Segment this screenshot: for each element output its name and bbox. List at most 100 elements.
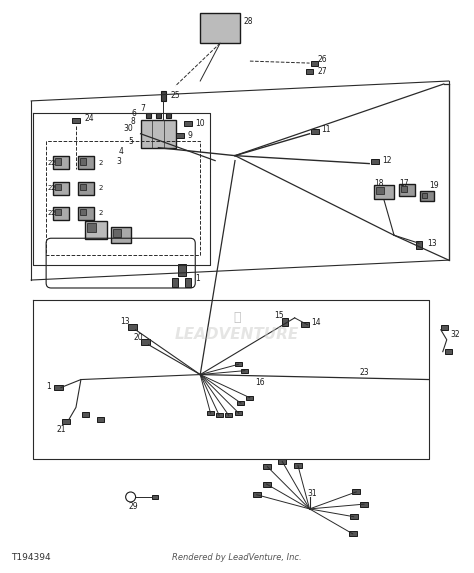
Text: 13: 13: [121, 317, 130, 327]
Bar: [80, 209, 86, 215]
Bar: [54, 384, 63, 390]
Bar: [146, 113, 151, 118]
Bar: [72, 118, 80, 123]
Text: 27: 27: [318, 66, 327, 76]
Text: 1: 1: [195, 273, 200, 282]
Bar: [78, 156, 94, 169]
Bar: [352, 489, 360, 494]
Bar: [306, 69, 313, 73]
Text: 26: 26: [318, 54, 327, 64]
Bar: [216, 413, 223, 417]
Text: 3: 3: [117, 157, 122, 166]
Bar: [184, 121, 192, 126]
Bar: [78, 207, 94, 220]
Bar: [166, 113, 171, 118]
Bar: [87, 223, 96, 232]
Bar: [374, 186, 394, 199]
Bar: [185, 277, 191, 286]
Bar: [241, 368, 248, 372]
Text: 21: 21: [56, 425, 65, 434]
Text: 12: 12: [382, 156, 392, 165]
Bar: [55, 158, 62, 164]
Bar: [236, 411, 242, 415]
Text: 22: 22: [47, 186, 56, 191]
Text: 20: 20: [134, 333, 143, 342]
Text: 17: 17: [399, 179, 409, 188]
Bar: [153, 495, 158, 499]
Bar: [156, 113, 161, 118]
Text: 1: 1: [46, 382, 51, 391]
Bar: [200, 13, 240, 43]
Bar: [422, 194, 428, 198]
Bar: [420, 191, 434, 202]
Text: 11: 11: [321, 125, 331, 134]
Text: 24: 24: [85, 115, 94, 123]
Bar: [401, 186, 407, 193]
Bar: [80, 158, 86, 164]
Bar: [53, 182, 69, 195]
Bar: [111, 227, 131, 243]
Text: LEADVENTURE: LEADVENTURE: [175, 327, 299, 342]
Bar: [62, 419, 70, 424]
Bar: [237, 401, 245, 405]
Text: 30: 30: [124, 124, 133, 134]
Bar: [263, 481, 271, 486]
Text: 22: 22: [47, 210, 56, 217]
Text: 2: 2: [99, 210, 103, 217]
Text: 19: 19: [429, 181, 438, 190]
Text: 15: 15: [274, 311, 283, 320]
Bar: [53, 207, 69, 220]
Text: Rendered by LeadVenture, Inc.: Rendered by LeadVenture, Inc.: [172, 553, 302, 562]
Text: 6: 6: [132, 109, 137, 119]
Bar: [246, 396, 253, 400]
Text: 🔥: 🔥: [233, 311, 241, 324]
Text: 31: 31: [308, 489, 317, 499]
Text: 14: 14: [311, 319, 321, 327]
Bar: [207, 411, 214, 415]
Bar: [176, 134, 184, 138]
Bar: [113, 229, 121, 237]
Bar: [349, 531, 356, 536]
Bar: [80, 184, 86, 190]
Text: 5: 5: [128, 137, 134, 146]
Bar: [441, 325, 448, 330]
Bar: [55, 209, 62, 215]
Bar: [97, 417, 104, 422]
Text: 18: 18: [374, 179, 383, 188]
Bar: [445, 349, 452, 354]
Bar: [350, 514, 357, 519]
Text: 8: 8: [131, 117, 136, 126]
Text: 25: 25: [170, 92, 180, 100]
Text: 9: 9: [187, 131, 192, 140]
Bar: [294, 463, 302, 468]
Text: 13: 13: [427, 239, 437, 248]
Text: 10: 10: [195, 119, 205, 128]
Bar: [371, 159, 379, 164]
Bar: [278, 459, 286, 464]
Text: 7: 7: [141, 104, 146, 113]
Bar: [173, 277, 178, 286]
Bar: [282, 318, 288, 326]
Bar: [82, 412, 90, 417]
Bar: [85, 221, 107, 240]
Bar: [301, 323, 309, 327]
Bar: [253, 492, 261, 497]
Bar: [128, 324, 137, 330]
Bar: [264, 464, 272, 469]
Bar: [161, 91, 166, 101]
Bar: [178, 264, 186, 276]
Text: 4: 4: [118, 147, 124, 156]
Bar: [360, 501, 368, 507]
Text: 28: 28: [244, 17, 254, 26]
Bar: [416, 241, 422, 249]
Text: 2: 2: [99, 160, 103, 166]
Bar: [141, 339, 150, 345]
Bar: [376, 187, 384, 194]
Text: 32: 32: [451, 330, 460, 339]
Bar: [399, 185, 415, 197]
Bar: [78, 182, 94, 195]
Text: 2: 2: [99, 186, 103, 191]
Text: 22: 22: [47, 160, 56, 166]
Bar: [235, 362, 242, 366]
Text: 16: 16: [255, 378, 264, 387]
